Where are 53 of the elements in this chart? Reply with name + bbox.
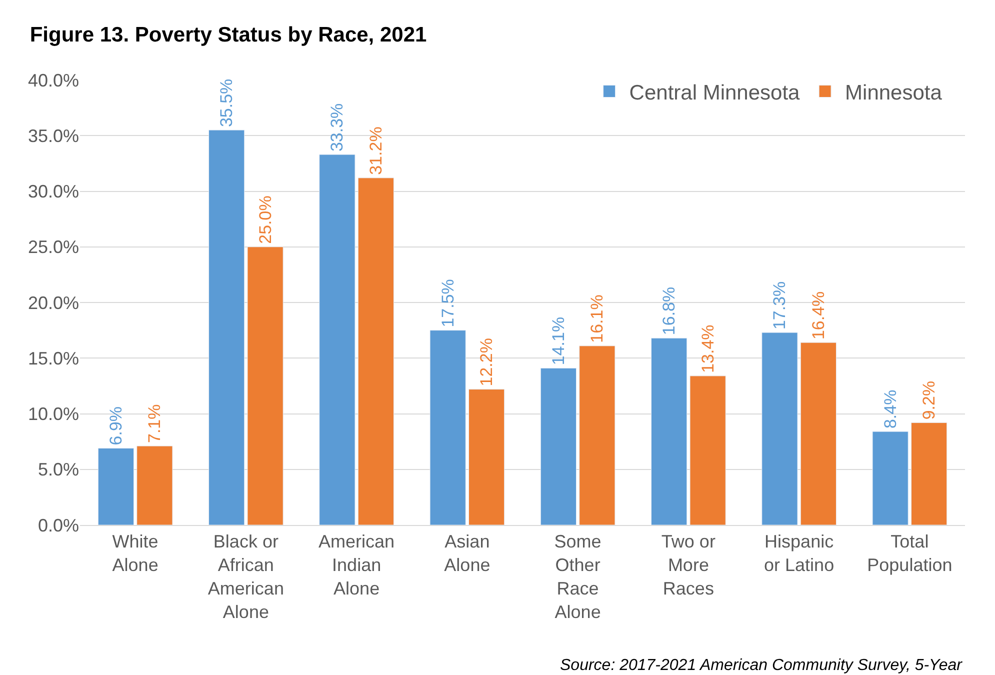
data-label: 17.5% bbox=[438, 279, 458, 328]
data-label: 8.4% bbox=[880, 390, 900, 429]
bar bbox=[319, 154, 356, 525]
bar bbox=[762, 332, 798, 525]
x-tick-label: Hispanic or Latino bbox=[764, 532, 834, 575]
data-label: 25.0% bbox=[256, 196, 275, 244]
x-tick-label: Black or African American Alone bbox=[208, 532, 284, 622]
bar bbox=[540, 368, 577, 525]
bar bbox=[579, 346, 616, 525]
y-tick-label: 30.0% bbox=[28, 182, 79, 202]
bar bbox=[872, 431, 908, 525]
bar bbox=[430, 330, 466, 525]
bar bbox=[98, 448, 134, 525]
bar bbox=[247, 246, 284, 525]
bar bbox=[651, 338, 688, 525]
legend-label: Central Minnesota bbox=[629, 81, 800, 104]
y-tick-label: 40.0% bbox=[28, 70, 79, 90]
y-tick-label: 0.0% bbox=[38, 515, 79, 536]
data-label: 7.1% bbox=[145, 404, 164, 444]
data-label: 14.1% bbox=[548, 316, 568, 366]
legend-label: Minnesota bbox=[845, 81, 942, 104]
y-tick-label: 10.0% bbox=[28, 404, 79, 424]
data-label: 17.3% bbox=[770, 281, 790, 330]
x-tick-label: American Indian Alone bbox=[318, 532, 395, 598]
bar bbox=[468, 389, 505, 525]
y-tick-label: 35.0% bbox=[28, 126, 79, 146]
bar bbox=[800, 342, 836, 525]
y-tick-label: 20.0% bbox=[28, 292, 79, 313]
bar bbox=[136, 446, 173, 525]
data-label: 16.1% bbox=[588, 294, 607, 343]
data-label: 6.9% bbox=[106, 406, 126, 446]
data-label: 33.3% bbox=[328, 103, 347, 152]
source-note: Source: 2017-2021 American Community Survey, 5-Year bbox=[560, 657, 963, 674]
data-label: 12.2% bbox=[477, 338, 496, 386]
data-label: 16.4% bbox=[808, 291, 828, 340]
y-tick-label: 25.0% bbox=[28, 237, 79, 258]
data-label: 13.4% bbox=[698, 324, 718, 373]
y-tick-label: 15.0% bbox=[28, 348, 79, 368]
data-label: 16.8% bbox=[660, 286, 679, 336]
bar bbox=[208, 130, 245, 525]
data-label: 31.2% bbox=[366, 126, 386, 175]
x-tick-label: Two or More Races bbox=[661, 532, 716, 598]
chart-title: Figure 13. Poverty Status by Race, 2021 bbox=[30, 24, 428, 47]
bar bbox=[910, 422, 948, 525]
x-tick-label: Total Population bbox=[867, 532, 952, 575]
y-tick-label: 5.0% bbox=[38, 460, 79, 480]
data-label: 9.2% bbox=[920, 380, 939, 420]
x-tick-label: Asian Alone bbox=[444, 532, 490, 575]
bar bbox=[690, 376, 726, 525]
bar bbox=[358, 178, 394, 525]
x-tick-label: Some Other Race Alone bbox=[554, 532, 602, 622]
x-tick-label: White Alone bbox=[112, 532, 158, 575]
data-label: 35.5% bbox=[217, 78, 236, 128]
